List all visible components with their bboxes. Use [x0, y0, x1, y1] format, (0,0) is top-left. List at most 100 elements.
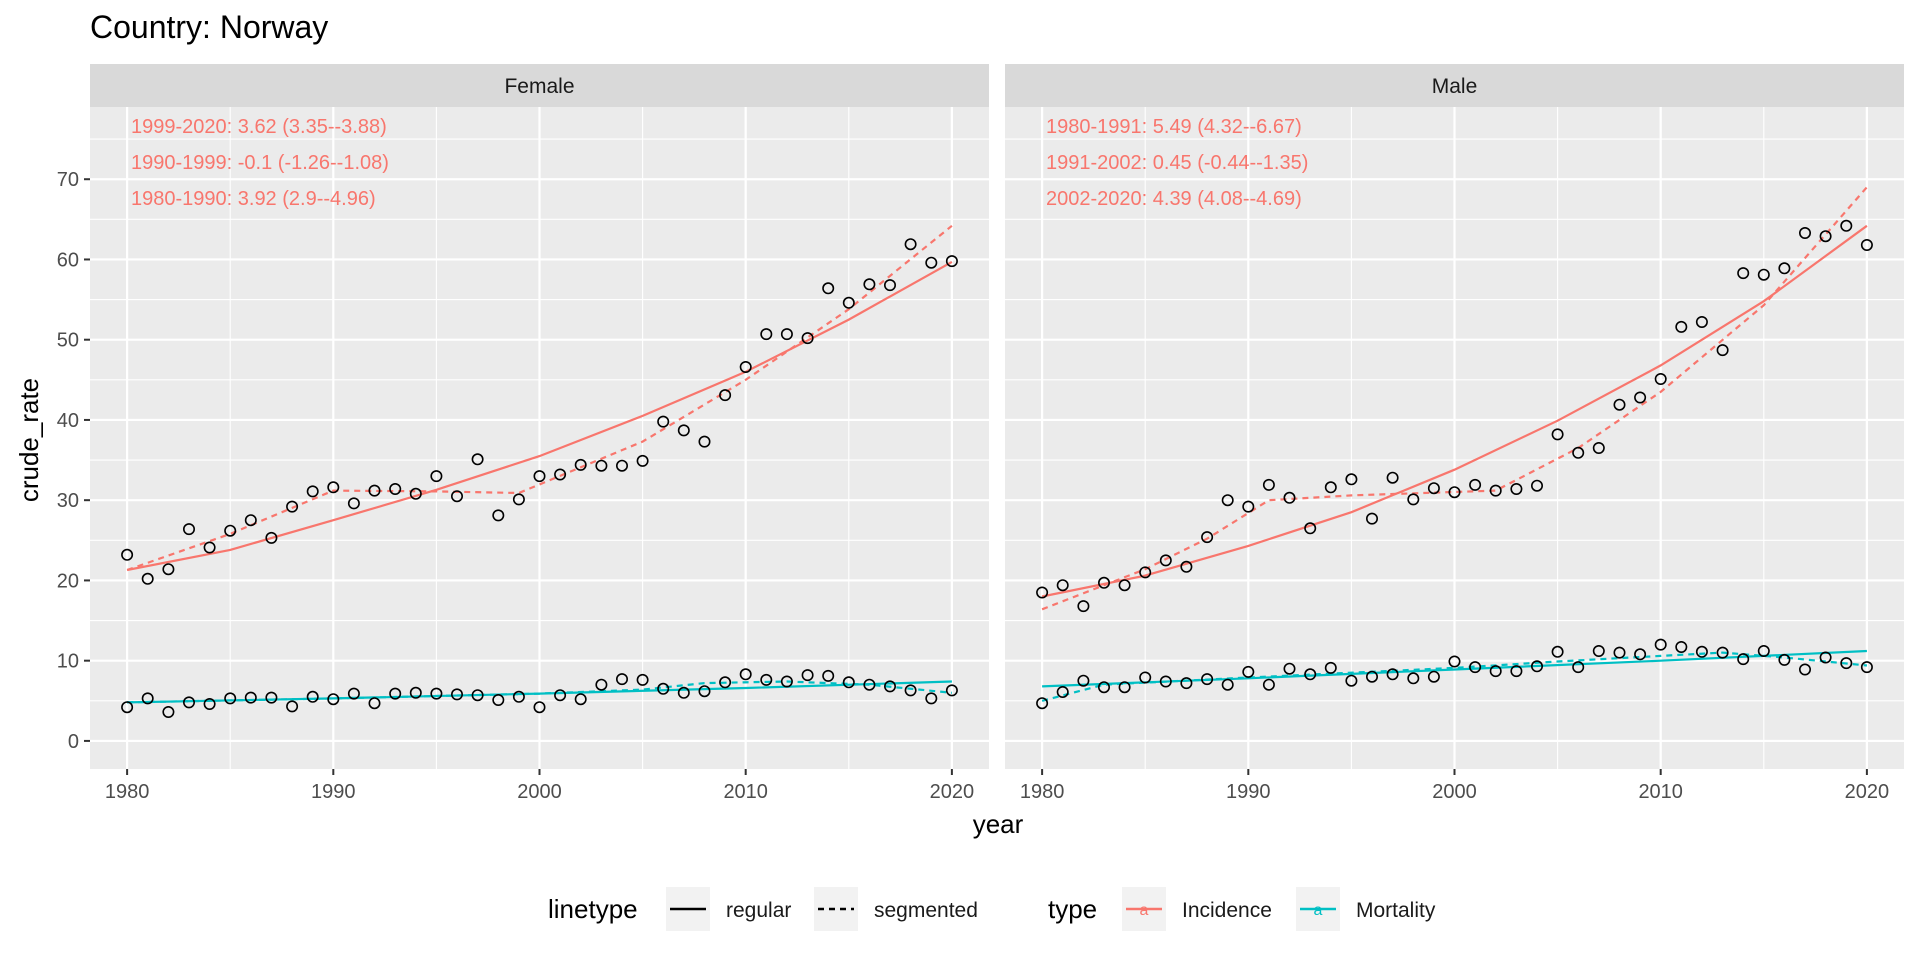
incidence-point	[286, 500, 299, 513]
panel-female: Female 0 10 20 30 40 50 60 70 1980 1990 2000 2010 202…	[57, 64, 989, 803]
incidence-point	[492, 509, 505, 522]
mortality-point	[1469, 661, 1482, 674]
mortality-point	[471, 689, 484, 702]
x-tick-label: 1980	[105, 781, 150, 803]
mortality-point	[1840, 657, 1853, 670]
segment-annotation: 1999-2020: 3.62 (3.35--3.88)	[131, 116, 387, 138]
mortality-point	[141, 692, 154, 705]
mortality-point	[1531, 660, 1544, 673]
mortality-point	[1695, 645, 1708, 658]
incidence-point	[183, 523, 196, 536]
incidence-point	[1366, 512, 1379, 525]
mortality-point	[162, 705, 175, 718]
incidence-point	[1304, 522, 1317, 535]
mortality-point	[780, 675, 793, 688]
segment-annotation: 2002-2020: 4.39 (4.08--4.69)	[1046, 188, 1302, 210]
legend-item-segmented: segmented	[874, 899, 978, 922]
incidence-point	[1510, 482, 1523, 495]
mortality-point	[1716, 646, 1729, 659]
incidence-regular-line	[1041, 224, 1868, 598]
mortality-point	[244, 691, 257, 704]
mortality-point	[306, 690, 319, 703]
incidence-point	[1572, 446, 1585, 459]
mortality-point	[636, 673, 649, 686]
mortality-point	[1448, 655, 1461, 668]
incidence-point	[1139, 566, 1152, 579]
incidence-point	[409, 487, 422, 500]
mortality-point	[1159, 675, 1172, 688]
mortality-point	[1757, 644, 1770, 657]
incidence-point	[1098, 576, 1111, 589]
mortality-point	[863, 678, 876, 691]
mortality-point	[430, 687, 443, 700]
incidence-point	[1324, 481, 1337, 494]
mortality-point	[1634, 648, 1647, 661]
mortality-point	[677, 686, 690, 699]
mortality-point	[1098, 681, 1111, 694]
incidence-point	[1180, 560, 1193, 573]
mortality-point	[368, 697, 381, 710]
mortality-point	[1510, 665, 1523, 678]
y-tick-label: 0	[68, 731, 79, 753]
incidence-point	[574, 458, 587, 471]
x-tick-label: 2020	[930, 781, 975, 803]
mortality-point	[409, 686, 422, 699]
mortality-point	[719, 676, 732, 689]
segment-annotation: 1991-2002: 0.45 (-0.44--1.35)	[1046, 152, 1308, 174]
y-tick-label: 60	[57, 249, 79, 271]
segment-annotation: 1990-1999: -0.1 (-1.26--1.08)	[131, 152, 389, 174]
x-tick-label: 2000	[517, 781, 562, 803]
incidence-point	[265, 531, 278, 544]
incidence-point	[1489, 484, 1502, 497]
incidence-segmented-line	[1041, 186, 1868, 611]
mortality-point	[1283, 662, 1296, 675]
mortality-point	[1262, 678, 1275, 691]
incidence-point	[1737, 267, 1750, 280]
incidence-point	[306, 485, 319, 498]
incidence-point	[203, 541, 216, 554]
incidence-point	[224, 524, 237, 537]
mortality-point	[1675, 640, 1688, 653]
mortality-point	[822, 669, 835, 682]
mortality-point	[1345, 674, 1358, 687]
incidence-point	[1448, 486, 1461, 499]
incidence-point	[1840, 219, 1853, 232]
incidence-point	[595, 459, 608, 472]
mortality-point	[1654, 638, 1667, 651]
incidence-point	[1716, 344, 1729, 357]
incidence-point	[1118, 579, 1131, 592]
incidence-point	[1407, 493, 1420, 506]
segment-annotation: 1980-1990: 3.92 (2.9--4.96)	[131, 188, 376, 210]
mortality-point	[657, 682, 670, 695]
incidence-point	[1262, 478, 1275, 491]
mortality-point	[347, 687, 360, 700]
incidence-point	[244, 514, 257, 527]
mortality-point	[1036, 697, 1049, 710]
mortality-segmented-line	[127, 680, 953, 704]
legend: linetype regular segmented type a Incide…	[548, 887, 1436, 931]
strip-female	[90, 64, 989, 107]
mortality-point	[1407, 672, 1420, 685]
mortality-point	[1489, 665, 1502, 678]
incidence-point	[471, 453, 484, 466]
x-tick-label: 1990	[1226, 781, 1271, 803]
incidence-point	[1077, 600, 1090, 613]
mortality-point	[739, 668, 752, 681]
legend-glyph-incidence: a	[1140, 902, 1149, 919]
legend-item-regular: regular	[726, 899, 791, 922]
incidence-point	[780, 328, 793, 341]
mortality-point	[1799, 663, 1812, 676]
incidence-point	[554, 468, 567, 481]
y-tick-label: 40	[57, 410, 79, 432]
y-tick-label: 30	[57, 490, 79, 512]
mortality-point	[286, 700, 299, 713]
mortality-point	[1778, 653, 1791, 666]
incidence-point	[760, 328, 773, 341]
mortality-point	[1737, 653, 1750, 666]
incidence-point	[1283, 491, 1296, 504]
mortality-point	[883, 680, 896, 693]
incidence-point	[1654, 372, 1667, 385]
incidence-point	[904, 238, 917, 251]
mortality-point	[1221, 678, 1234, 691]
